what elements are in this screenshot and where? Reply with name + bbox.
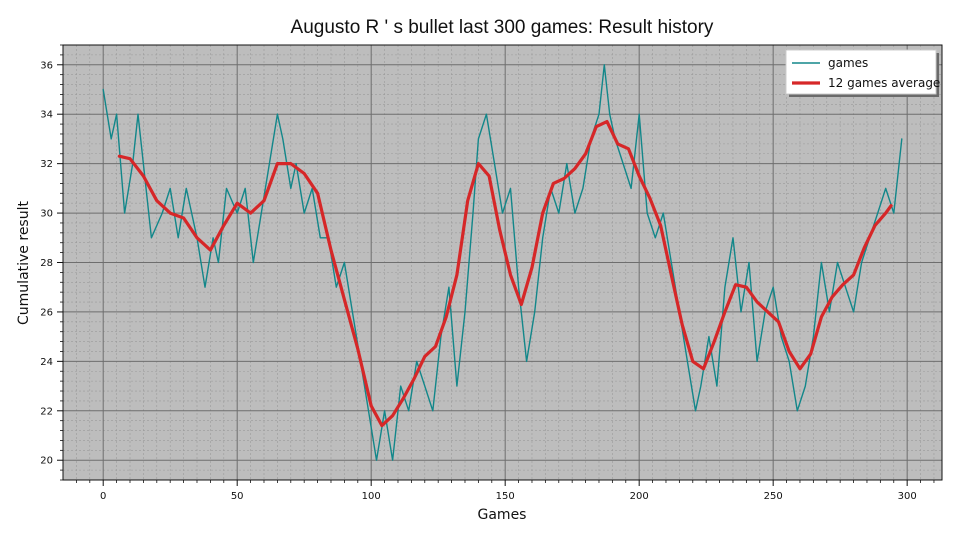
y-tick-label: 20 [40, 456, 53, 467]
legend-box [785, 49, 937, 95]
x-tick-label: 100 [362, 491, 381, 502]
legend: games 12 games average [785, 49, 940, 97]
series-line-games [102, 64, 903, 461]
chart-title: Augusto R ' s bullet last 300 games: Res… [291, 17, 714, 38]
y-tick-label: 30 [40, 209, 53, 220]
x-tick-label: 250 [764, 491, 783, 502]
y-tick-label: 28 [40, 258, 53, 269]
plot-area: 0 50 100 150 200 250 300 20 22 24 26 28 30 32 34 36 game… [40, 44, 943, 502]
series-line-12-games-average [117, 119, 893, 428]
y-tick-label: 24 [40, 357, 53, 368]
y-tick-label: 36 [40, 60, 53, 71]
x-tick-label: 200 [630, 491, 649, 502]
x-tick-label: 300 [898, 491, 917, 502]
x-tick-label: 150 [496, 491, 515, 502]
y-tick-label: 22 [40, 406, 53, 417]
legend-entry: games [828, 56, 868, 70]
y-tick-label: 32 [40, 159, 53, 170]
x-tick-label: 0 [100, 491, 106, 502]
y-tick-label: 26 [40, 307, 53, 318]
y-axis-label: Cumulative result [16, 201, 32, 325]
x-tick-label: 50 [231, 491, 244, 502]
y-tick-label: 34 [40, 110, 53, 121]
legend-entry: 12 games average [828, 76, 940, 90]
x-axis-label: Games [478, 507, 527, 523]
